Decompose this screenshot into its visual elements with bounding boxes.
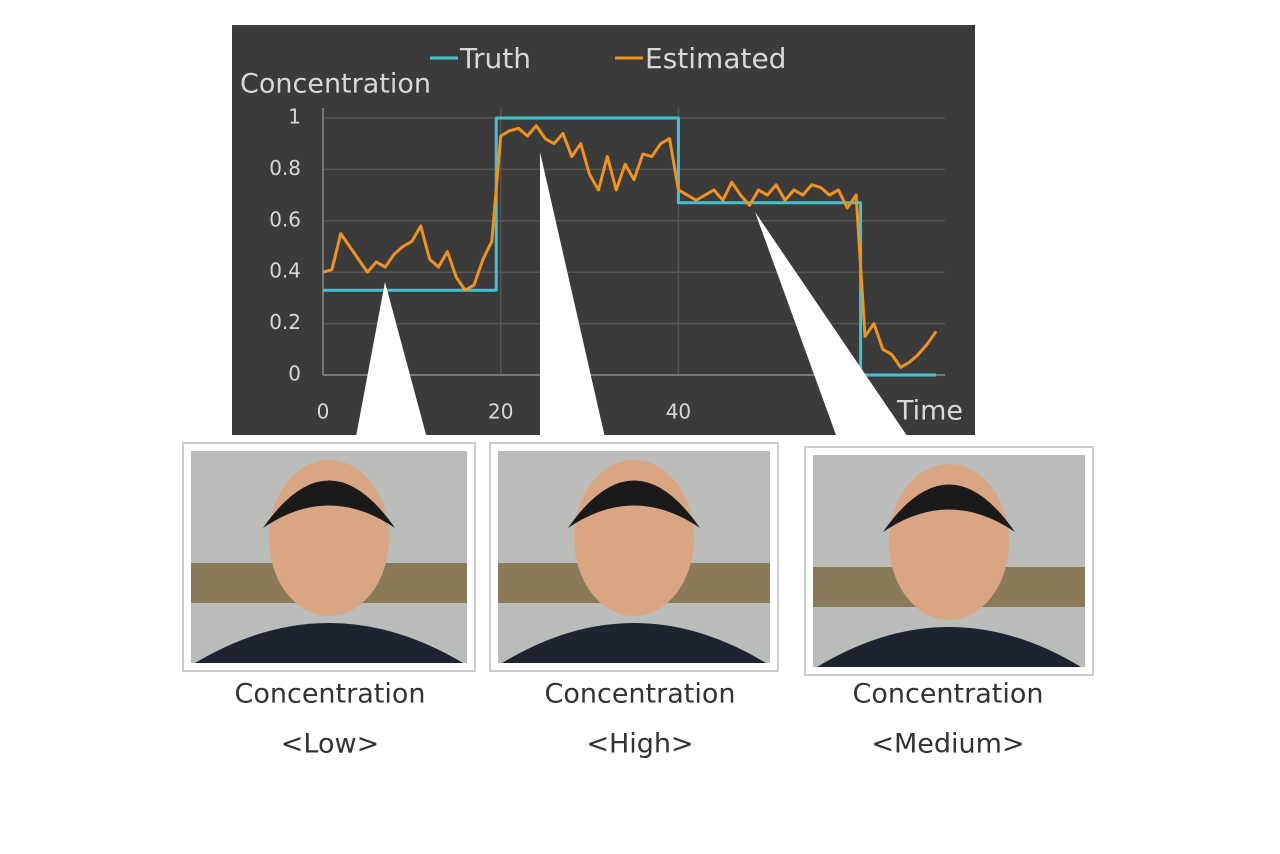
legend-label: Truth — [459, 42, 531, 75]
panel-label: <Low> — [281, 729, 379, 760]
person-hair — [568, 480, 700, 528]
y-tick-label: 0.6 — [269, 207, 301, 231]
panel-title: Concentration — [852, 679, 1043, 710]
person-hair — [263, 480, 395, 528]
panel-title: Concentration — [544, 679, 735, 710]
person-body — [817, 627, 1081, 667]
person-hair — [883, 484, 1015, 532]
plot: 0 0.2 0.4 0.6 0.8 1 0 20 40 Concentration Time Trut… — [240, 42, 963, 427]
y-axis-label: Concentration — [240, 69, 431, 100]
callout — [355, 282, 428, 442]
legend-label: Estimated — [645, 42, 786, 75]
panel-label: <High> — [586, 729, 693, 760]
y-tick-label: 0.8 — [269, 156, 301, 180]
y-tick-label: 0.2 — [269, 310, 301, 334]
y-tick-label: 0.4 — [269, 259, 301, 283]
person-body — [195, 623, 463, 663]
callout — [755, 212, 918, 452]
series-line — [322, 124, 938, 369]
x-tick-label: 0 — [317, 400, 330, 424]
x-tick-label: 20 — [488, 400, 513, 424]
series-line — [323, 116, 937, 377]
y-tick-label: 0 — [288, 362, 301, 386]
y-tick-label: 1 — [288, 105, 301, 129]
person-body — [502, 623, 766, 663]
panel-title: Concentration — [234, 679, 425, 710]
panel-label: <Medium> — [871, 729, 1024, 760]
callout — [540, 152, 606, 442]
x-tick-label: 40 — [666, 400, 691, 424]
photos: Concentration <Low> Concentration <High> Con… — [182, 442, 1094, 760]
x-axis-label: Time — [896, 396, 963, 427]
callouts — [355, 152, 918, 452]
